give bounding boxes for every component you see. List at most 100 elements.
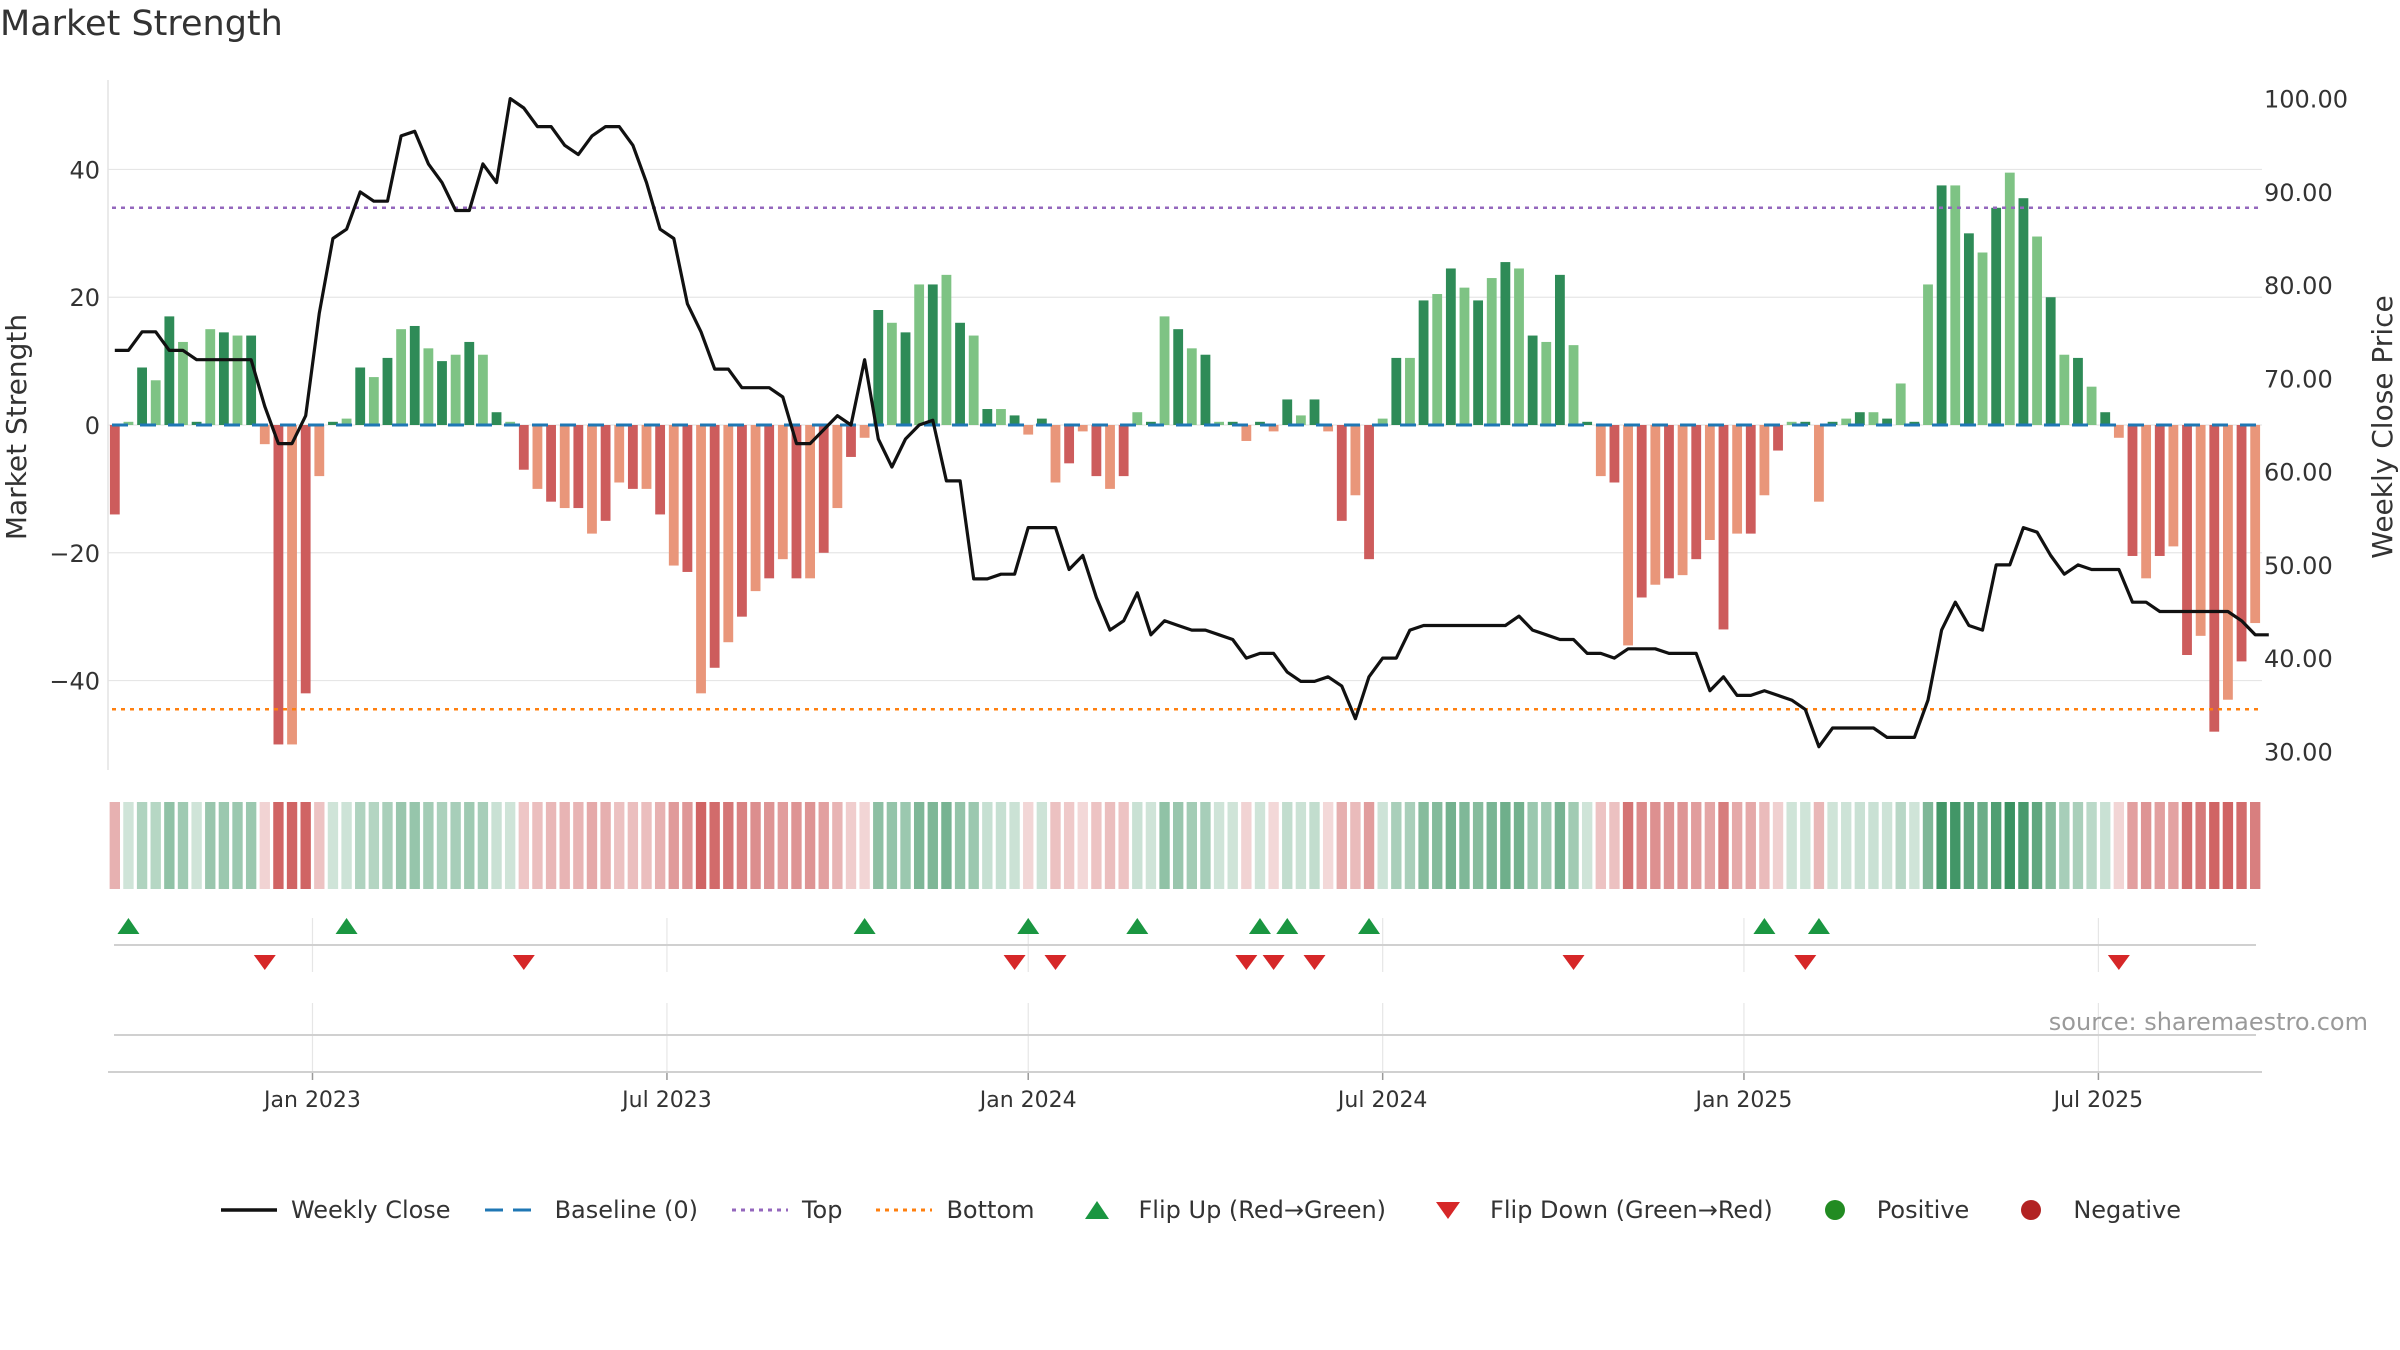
flip-down-marker [1044, 955, 1067, 970]
flip-down-marker [512, 955, 535, 970]
positive-strength-bar [1473, 300, 1484, 425]
negative-strength-bar [1677, 425, 1688, 576]
strength-heat-strip [109, 802, 2261, 889]
left-tick-label: 40 [69, 156, 100, 184]
positive-strength-bar [2059, 354, 2070, 425]
negative-strip-cell [1609, 802, 1620, 889]
negative-strength-bar [1268, 425, 1279, 432]
negative-strength-bar [2168, 425, 2179, 547]
negative-strip-cell [1336, 802, 1347, 889]
negative-strength-bar [273, 425, 284, 745]
positive-strength-bar [1214, 421, 1224, 425]
negative-strength-bar [109, 425, 120, 515]
positive-strength-bar [1909, 421, 1920, 425]
positive-strip-cell [2100, 802, 2111, 889]
positive-strength-bar [1445, 268, 1456, 425]
negative-strip-cell [273, 802, 284, 889]
positive-strength-bar [1895, 383, 1906, 425]
positive-strip-cell [873, 802, 884, 889]
negative-strip-cell [545, 802, 557, 889]
legend-item-top: Top [730, 1196, 842, 1224]
positive-strength-bar [232, 335, 243, 425]
positive-strength-bar [178, 341, 188, 425]
negative-strip-cell [1636, 802, 1647, 889]
negative-strength-bar [1623, 425, 1633, 646]
positive-strip-cell [1950, 802, 1961, 889]
positive-strength-bar [1009, 415, 1020, 425]
flip-down-marker [1235, 955, 1258, 970]
negative-strip-cell [654, 802, 666, 889]
right-tick-label: 30.00 [2264, 738, 2333, 766]
positive-strength-bar [886, 322, 897, 425]
positive-strength-bar [1282, 399, 1293, 425]
legend-item-negative: Negative [2001, 1196, 2181, 1224]
flip-up-marker [1126, 918, 1149, 934]
negative-strip-cell [109, 802, 120, 889]
legend-label: Negative [2073, 1196, 2182, 1224]
negative-strength-bar [1814, 425, 1824, 502]
axes: Market Strength Weekly Close Price 40 20 0… [0, 80, 2399, 1113]
negative-strength-bar [2250, 425, 2261, 624]
negative-strip-cell [682, 802, 693, 889]
legend-label: Baseline (0) [554, 1196, 698, 1224]
source-note: source: sharemaestro.com [2048, 1008, 2368, 1036]
positive-strip-cell [1227, 802, 1238, 889]
right-tick-label: 80.00 [2264, 272, 2333, 300]
negative-strip-cell [736, 802, 748, 889]
positive-strip-cell [1173, 802, 1184, 889]
left-tick-label: 0 [85, 412, 100, 440]
positive-strip-cell [1568, 802, 1579, 889]
positive-strength-bar [1527, 335, 1538, 425]
negative-strip-cell [1704, 802, 1716, 889]
positive-strip-cell [2018, 802, 2029, 889]
flip-down-marker [1003, 955, 1026, 970]
negative-strength-bar [723, 425, 734, 643]
negative-strength-bar [573, 425, 584, 509]
negative-strength-bar [300, 425, 311, 694]
positive-strength-bar [1936, 185, 1947, 425]
positive-strength-bar [205, 329, 216, 425]
flip-down-marker [1262, 955, 1285, 970]
negative-strip-cell [2195, 802, 2206, 889]
legend-item-weekly-close: Weekly Close [219, 1196, 451, 1224]
flip-up-marker [1753, 918, 1776, 934]
negative-strength-bar [1350, 425, 1361, 496]
positive-strip-cell [1459, 802, 1470, 889]
positive-strength-bar [450, 354, 461, 425]
negative-strength-bar [1336, 425, 1347, 521]
flip-up-marker [1276, 918, 1299, 934]
positive-strength-bar [873, 310, 884, 425]
positive-strength-bar [368, 377, 379, 425]
positive-strength-bar [2004, 172, 2015, 425]
negative-strength-bar [1595, 425, 1606, 477]
positive-strength-bar [1582, 421, 1593, 425]
negative-strength-bar [1664, 425, 1674, 579]
negative-strip-cell [695, 802, 707, 889]
positive-strength-bar [1854, 412, 1865, 425]
positive-strip-cell [504, 802, 516, 889]
legend-label: Flip Up (Red→Green) [1138, 1196, 1387, 1224]
negative-strip-cell [1650, 802, 1661, 889]
positive-strength-bar [423, 348, 434, 425]
negative-strip-cell [573, 802, 584, 889]
positive-strip-cell [491, 802, 502, 889]
positive-strength-bar [1868, 412, 1879, 425]
flip-markers [117, 918, 2130, 970]
legend-label: Bottom [946, 1196, 1035, 1224]
negative-strength-bar [1609, 425, 1620, 483]
negative-strip-cell [1063, 802, 1075, 889]
flip-down-marker [1303, 955, 1326, 970]
negative-strip-cell [804, 802, 816, 889]
negative-strip-cell [723, 802, 734, 889]
flip-up-marker [117, 918, 140, 934]
negative-strength-bar [818, 425, 829, 553]
negative-strength-bar [1718, 425, 1729, 630]
negative-strength-bar [1118, 425, 1129, 477]
positive-strip-cell [2059, 802, 2070, 889]
negative-strip-cell [532, 802, 543, 889]
positive-strength-bar [1391, 357, 1402, 425]
negative-strength-bar [764, 425, 775, 579]
positive-strip-cell [1036, 802, 1048, 889]
positive-strength-bar [968, 335, 979, 425]
